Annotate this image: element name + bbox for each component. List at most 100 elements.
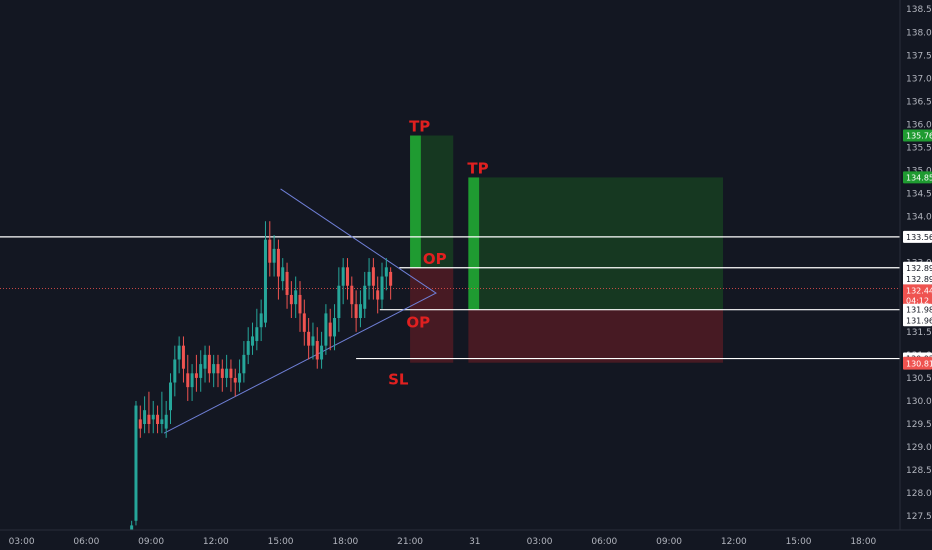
candle-body bbox=[238, 373, 242, 383]
candle-body bbox=[259, 313, 263, 328]
x-tick-label: 31 bbox=[469, 537, 480, 547]
y-tick-label: 137.50 bbox=[906, 51, 932, 61]
time-axis-panel bbox=[0, 530, 932, 550]
price-tag bbox=[903, 272, 932, 285]
loss-zone[interactable] bbox=[410, 267, 454, 363]
y-tick-label: 136.00 bbox=[906, 120, 932, 130]
candle-body bbox=[281, 267, 285, 282]
op-label: OP bbox=[406, 314, 430, 332]
x-tick-label: 15:00 bbox=[786, 537, 812, 547]
candle-body bbox=[363, 285, 367, 309]
y-tick-label: 137.00 bbox=[906, 74, 932, 84]
candle-body bbox=[367, 271, 371, 286]
y-tick-label: 138.00 bbox=[906, 28, 932, 38]
candle-body bbox=[147, 414, 151, 424]
candle-body bbox=[212, 364, 216, 374]
tp-label: TP bbox=[409, 117, 430, 135]
candle-body bbox=[169, 382, 173, 411]
candle-body bbox=[246, 341, 250, 355]
candle-body bbox=[160, 419, 164, 424]
candle-body bbox=[341, 267, 345, 286]
x-tick-label: 09:00 bbox=[138, 537, 164, 547]
candle-body bbox=[177, 345, 181, 360]
candle-body bbox=[345, 267, 349, 286]
candle-body bbox=[138, 419, 142, 429]
tp-label: TP bbox=[467, 159, 488, 177]
candle-body bbox=[143, 410, 147, 424]
candle-body bbox=[251, 336, 255, 346]
x-tick-label: 18:00 bbox=[850, 537, 876, 547]
candle-body bbox=[354, 304, 358, 318]
candle-body bbox=[380, 276, 384, 300]
candle-body bbox=[263, 239, 267, 323]
candle-body bbox=[151, 414, 155, 420]
price-tag bbox=[903, 261, 932, 274]
candle-body bbox=[242, 354, 246, 374]
price-tag-label: 132.44 bbox=[906, 286, 932, 295]
price-tag-label: 131.96 bbox=[906, 316, 932, 325]
candle-body bbox=[156, 414, 160, 424]
price-tag-label: 130.81 bbox=[906, 360, 932, 369]
candle-body bbox=[229, 368, 233, 378]
x-tick-label: 09:00 bbox=[656, 537, 682, 547]
loss-zone[interactable] bbox=[468, 309, 724, 363]
candle-body bbox=[233, 377, 237, 383]
candle-body bbox=[337, 285, 341, 318]
candle-body bbox=[358, 304, 362, 318]
x-tick-label: 06:00 bbox=[73, 537, 99, 547]
candle-body bbox=[203, 354, 207, 369]
candle-body bbox=[371, 267, 375, 286]
price-tag bbox=[903, 284, 932, 297]
x-tick-label: 12:00 bbox=[721, 537, 747, 547]
candle-body bbox=[130, 525, 134, 530]
candle-body bbox=[173, 359, 177, 383]
triangle-pattern[interactable] bbox=[163, 188, 437, 434]
sl-label: SL bbox=[388, 371, 409, 389]
price-tag bbox=[903, 303, 932, 316]
y-tick-label: 127.50 bbox=[906, 512, 932, 522]
candle-body bbox=[216, 364, 220, 374]
candle-body bbox=[190, 373, 194, 388]
candle-body bbox=[220, 368, 224, 378]
y-tick-label: 130.50 bbox=[906, 374, 932, 384]
price-tag bbox=[903, 230, 932, 243]
candle-body bbox=[194, 373, 198, 378]
price-tag bbox=[903, 357, 932, 370]
price-tag bbox=[903, 171, 932, 184]
price-tag-label: 135.76 bbox=[906, 131, 932, 140]
price-tag bbox=[903, 314, 932, 327]
y-tick-label: 129.50 bbox=[906, 420, 932, 430]
y-tick-label: 135.50 bbox=[906, 143, 932, 153]
target-bar[interactable] bbox=[410, 135, 421, 268]
candle-body bbox=[320, 345, 324, 360]
profit-zone[interactable] bbox=[468, 177, 724, 310]
candle-body bbox=[302, 313, 306, 332]
x-tick-label: 06:00 bbox=[591, 537, 617, 547]
candle-body bbox=[186, 373, 190, 388]
price-tag-label: 04:12 bbox=[906, 296, 929, 305]
x-tick-label: 21:00 bbox=[397, 537, 423, 547]
candle-body bbox=[298, 294, 302, 314]
candle-body bbox=[324, 313, 328, 346]
y-tick-label: 131.50 bbox=[906, 328, 932, 338]
price-tag-label: 132.89 bbox=[906, 264, 932, 273]
candle-body bbox=[225, 368, 229, 378]
x-tick-label: 18:00 bbox=[332, 537, 358, 547]
x-tick-label: 12:00 bbox=[203, 537, 229, 547]
candle-body bbox=[384, 267, 388, 277]
candle-body bbox=[333, 318, 337, 337]
price-tag-label: 131.98 bbox=[906, 306, 932, 315]
candle-body bbox=[164, 414, 168, 429]
x-tick-label: 03:00 bbox=[527, 537, 553, 547]
y-tick-label: 129.00 bbox=[906, 443, 932, 453]
price-tag-label: 133.56 bbox=[906, 233, 932, 242]
candle-body bbox=[307, 331, 311, 346]
candle-body bbox=[311, 336, 315, 346]
op-label: OP bbox=[423, 250, 447, 268]
y-tick-label: 136.50 bbox=[906, 97, 932, 107]
target-bar[interactable] bbox=[468, 177, 480, 310]
y-tick-label: 130.00 bbox=[906, 397, 932, 407]
candle-body bbox=[272, 248, 276, 263]
